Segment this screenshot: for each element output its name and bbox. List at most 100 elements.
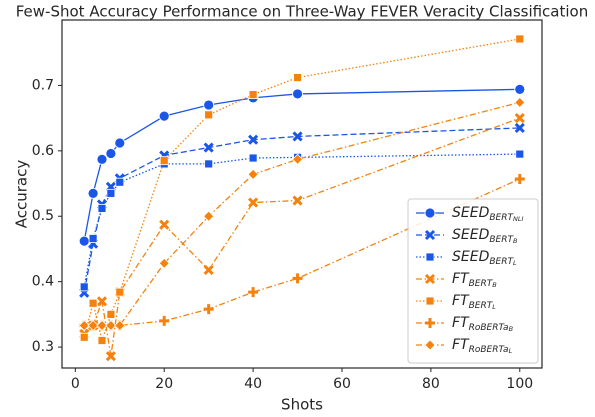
legend-sub: BERT: [469, 301, 494, 311]
x-tick-label: 40: [244, 376, 262, 392]
marker: [293, 73, 302, 82]
marker: [514, 173, 525, 184]
marker: [114, 319, 126, 332]
marker: [115, 287, 125, 297]
legend-label: FTRoBERTaB: [452, 315, 514, 333]
y-tick-label: 0.3: [32, 339, 54, 355]
marker: [96, 153, 108, 165]
marker: [106, 309, 116, 319]
legend-sub: BERT: [489, 213, 514, 223]
y-axis-label: Accuracy: [13, 160, 31, 229]
marker: [88, 234, 98, 243]
legend-name: SEED: [452, 249, 490, 265]
marker: [248, 153, 258, 163]
marker: [158, 110, 170, 122]
marker: [96, 319, 108, 332]
legend-subsub: L: [509, 347, 513, 355]
marker: [203, 304, 214, 315]
marker: [203, 264, 214, 275]
x-tick-label: 60: [333, 376, 351, 392]
marker: [105, 351, 116, 362]
marker: [78, 235, 90, 247]
marker: [159, 156, 169, 166]
x-tick-label: 0: [71, 376, 80, 392]
marker: [88, 298, 98, 308]
marker: [203, 142, 214, 153]
legend-name: SEED: [452, 227, 490, 243]
marker: [247, 168, 259, 180]
marker: [115, 177, 125, 187]
legend-name: FT: [452, 315, 470, 331]
legend-sub: BERT: [489, 257, 514, 267]
legend-label: FTBERTB: [452, 271, 497, 289]
marker: [292, 195, 303, 206]
series-line: [83, 117, 521, 357]
legend-sub: BERT: [469, 279, 494, 289]
y-tick-label: 0.4: [32, 274, 54, 290]
marker: [515, 34, 525, 44]
marker: [78, 319, 90, 332]
legend-label: SEEDBERTNLI: [452, 205, 523, 223]
marker: [424, 229, 436, 241]
legend-subsub: B: [492, 281, 497, 289]
legend-name: FT: [452, 293, 470, 309]
marker: [514, 96, 526, 108]
legend-subsub: NLI: [513, 215, 523, 223]
marker: [425, 318, 435, 328]
legend-sub: BERT: [489, 235, 514, 245]
marker: [292, 131, 303, 142]
marker: [159, 315, 170, 326]
x-tick-label: 100: [506, 376, 533, 392]
marker: [515, 149, 525, 159]
marker: [514, 113, 525, 124]
y-tick-label: 0.5: [32, 208, 54, 224]
marker: [248, 134, 259, 145]
marker: [425, 296, 435, 306]
legend-label: FTRoBERTaL: [452, 337, 513, 355]
legend-name: FT: [452, 337, 470, 353]
marker: [159, 219, 170, 230]
x-axis-label: Shots: [281, 396, 323, 414]
marker: [291, 153, 304, 165]
legend-subsub: L: [513, 259, 517, 267]
marker: [203, 99, 215, 111]
marker: [424, 207, 436, 219]
legend-label: SEEDBERTL: [452, 249, 517, 267]
plot-frame: [61, 19, 543, 369]
marker: [106, 188, 116, 198]
legend-subsub: B: [509, 325, 514, 333]
marker: [292, 88, 303, 100]
marker: [424, 339, 436, 351]
legend-label: FTBERTL: [452, 293, 496, 311]
marker: [97, 203, 107, 213]
marker: [79, 282, 89, 292]
marker: [105, 319, 117, 332]
marker: [248, 287, 259, 298]
legend-sub: RoBERTa: [469, 345, 509, 355]
marker: [96, 296, 108, 307]
legend-subsub: L: [492, 303, 496, 311]
marker: [97, 336, 107, 345]
marker: [87, 319, 99, 332]
series-line: [83, 88, 520, 242]
legend-label: SEEDBERTB: [452, 227, 518, 245]
chart-title: Few-Shot Accuracy Performance on Three-W…: [16, 3, 588, 21]
marker: [105, 148, 117, 159]
marker: [292, 273, 303, 284]
marker: [248, 197, 259, 208]
marker: [87, 187, 99, 199]
legend-name: FT: [452, 271, 470, 287]
x-tick-label: 20: [155, 376, 173, 392]
marker: [514, 83, 526, 95]
legend-box: [407, 198, 539, 364]
marker: [424, 273, 436, 285]
legend-name: SEED: [452, 205, 490, 221]
marker: [204, 110, 214, 120]
legend-subsub: B: [513, 237, 518, 245]
marker: [158, 257, 170, 269]
marker: [203, 210, 215, 222]
marker: [248, 90, 258, 99]
x-tick-label: 80: [422, 376, 440, 392]
y-tick-label: 0.7: [32, 77, 54, 93]
marker: [79, 332, 89, 342]
